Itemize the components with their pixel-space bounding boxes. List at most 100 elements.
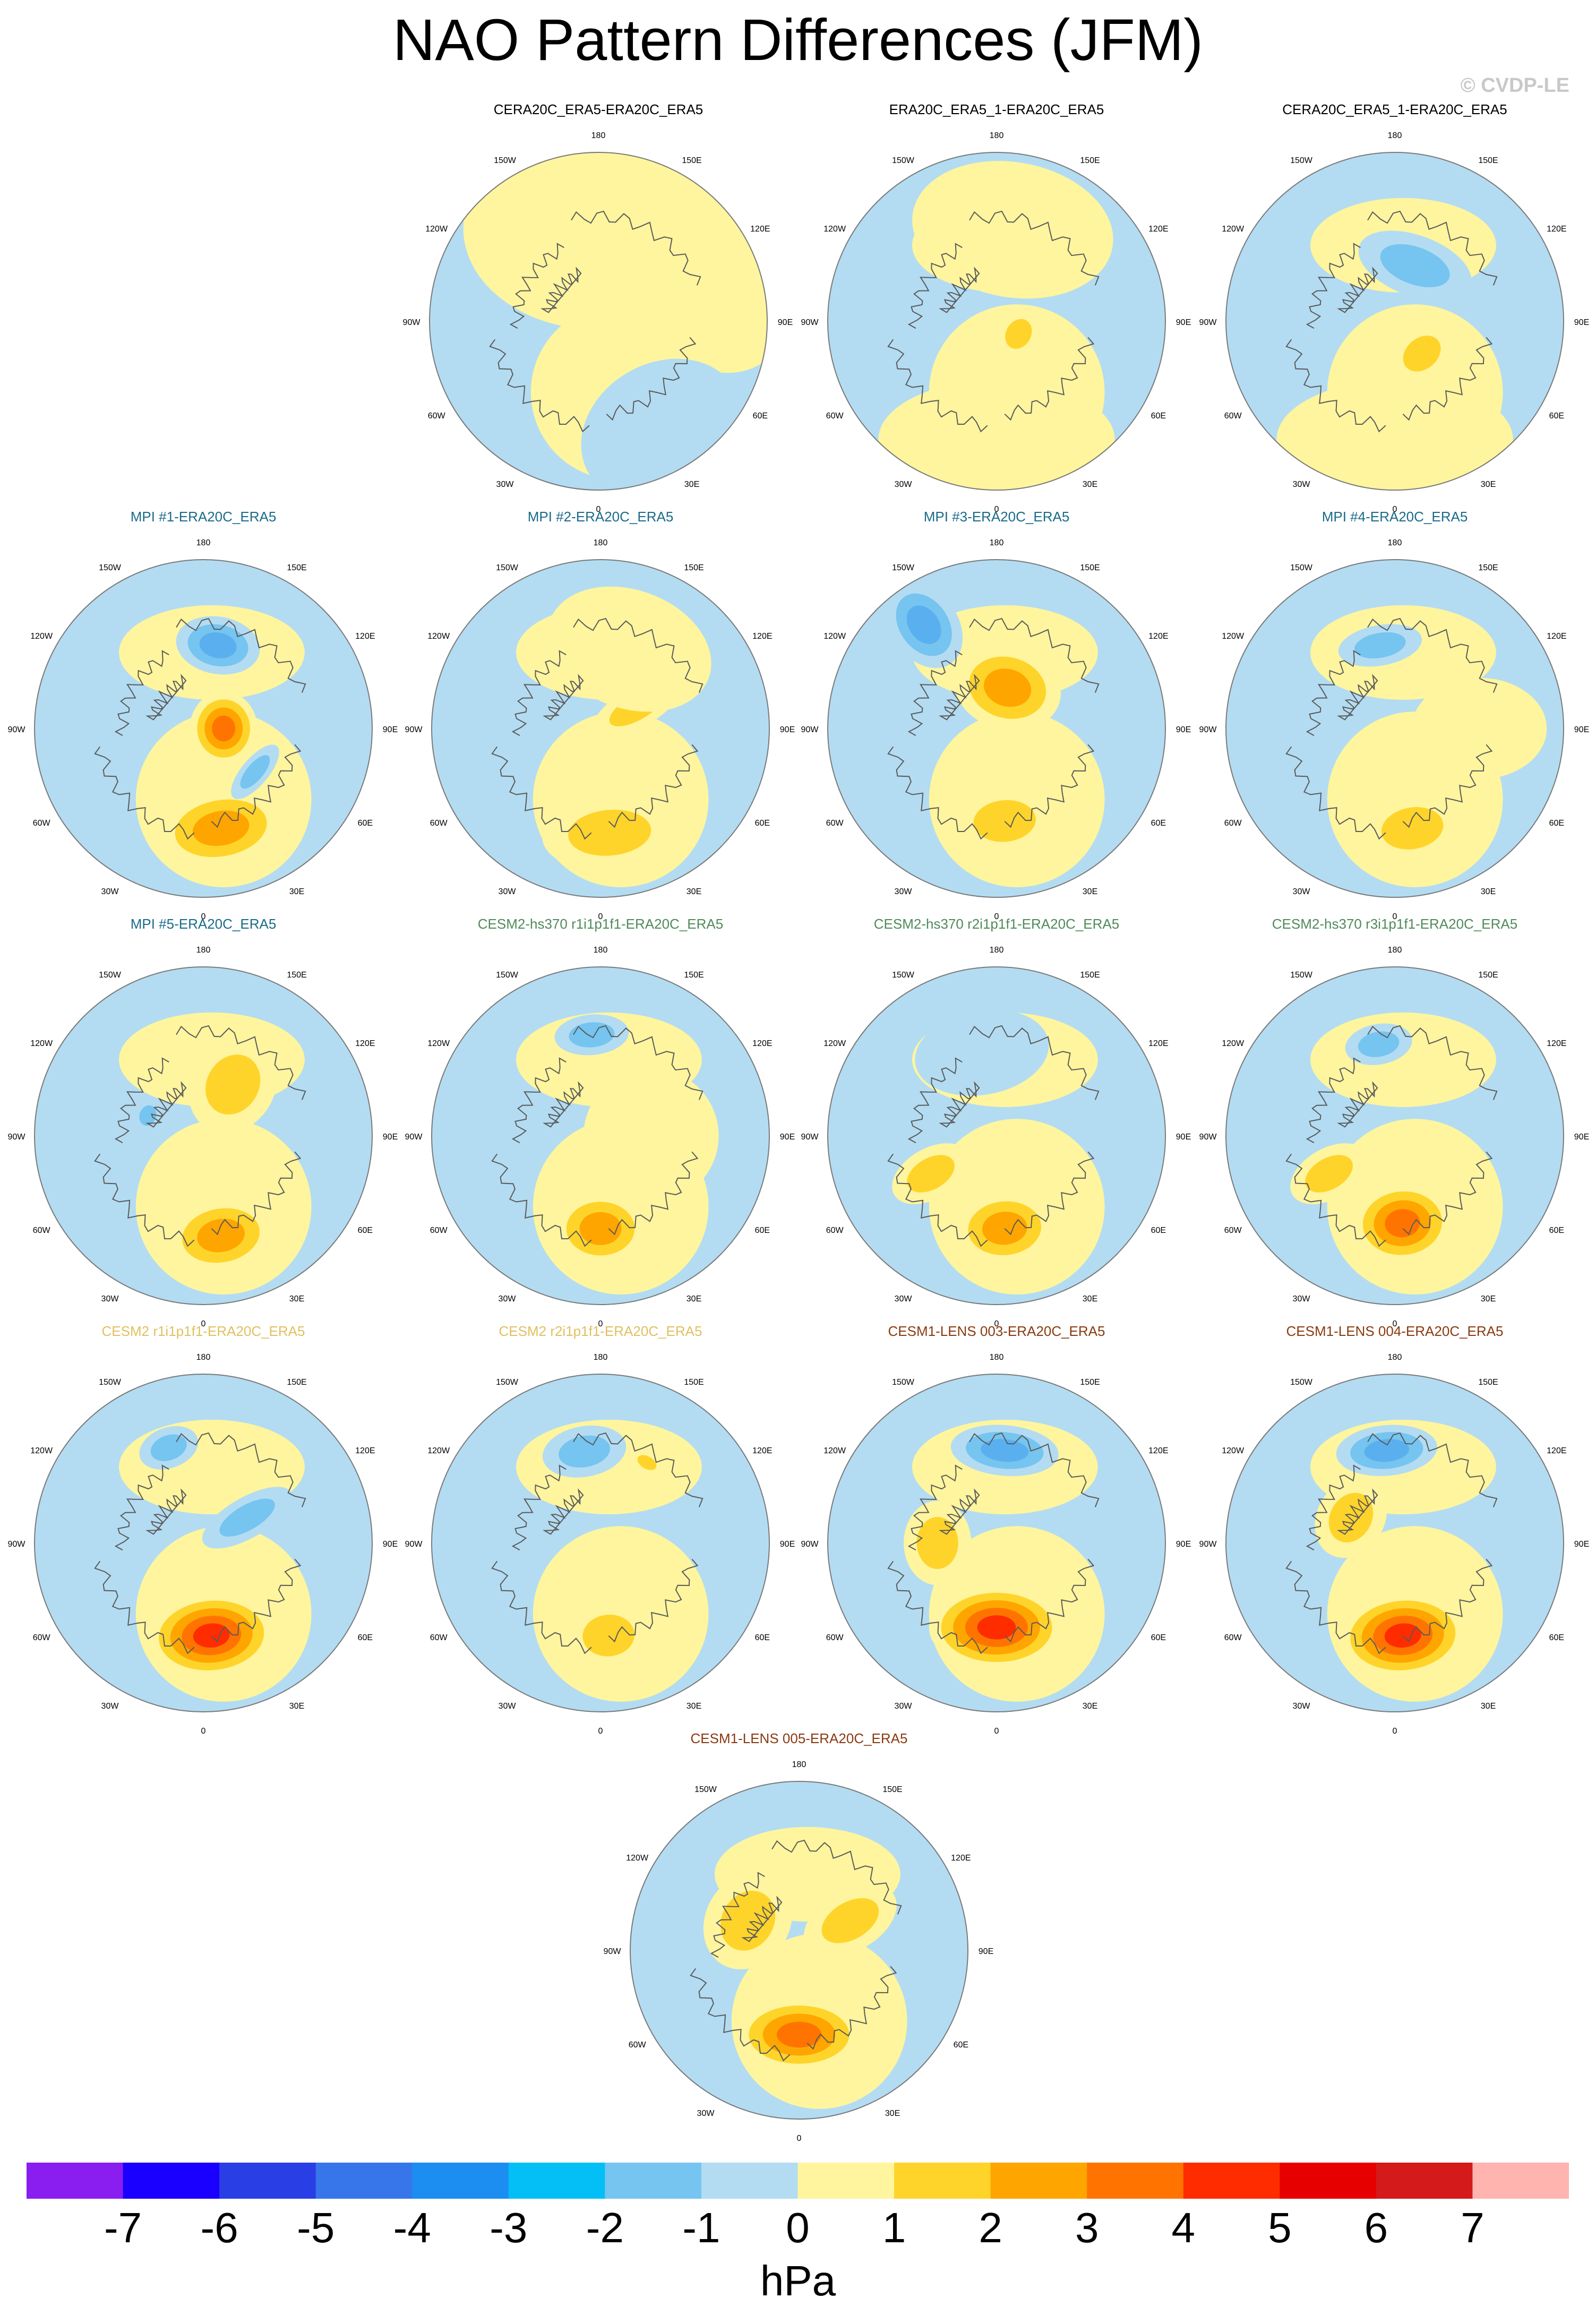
longitude-label: 90W bbox=[403, 318, 421, 327]
colorbar-segment bbox=[123, 2163, 220, 2199]
background-positive-region bbox=[1310, 1012, 1496, 1107]
anomaly-contour bbox=[1403, 336, 1441, 372]
colorbar bbox=[27, 2163, 1569, 2199]
longitude-label: 150E bbox=[684, 1378, 703, 1387]
longitude-label: 180 bbox=[594, 1353, 608, 1362]
anomaly-contour bbox=[907, 1155, 955, 1193]
colorbar-segment bbox=[219, 2163, 316, 2199]
longitude-label: 90W bbox=[1199, 1133, 1217, 1142]
longitude-label: 60W bbox=[1224, 1633, 1242, 1642]
longitude-label: 180 bbox=[594, 538, 608, 547]
map-panel: MPI #4-ERA20C_ERA5 180 150E 120E 90E 60E 30E 0 3… bbox=[1199, 509, 1590, 921]
anomaly-contour bbox=[192, 810, 250, 846]
longitude-label: 150E bbox=[1478, 156, 1498, 165]
longitude-label: 120E bbox=[1547, 1039, 1566, 1048]
longitude-label: 60E bbox=[1549, 1226, 1564, 1235]
anomaly-contour bbox=[981, 1439, 1029, 1462]
anomaly-contour bbox=[878, 380, 1115, 490]
longitude-label: 120W bbox=[30, 632, 53, 641]
longitude-label: 60E bbox=[954, 2040, 968, 2050]
colorbar-tick-label: -1 bbox=[682, 2204, 720, 2251]
longitude-label: 60E bbox=[1151, 1226, 1166, 1235]
colorbar-segment bbox=[508, 2163, 605, 2199]
longitude-label: 60W bbox=[33, 819, 51, 828]
longitude-label: 180 bbox=[990, 1353, 1004, 1362]
longitude-label: 150W bbox=[496, 1378, 519, 1387]
longitude-label: 90W bbox=[8, 725, 26, 734]
longitude-label: 60W bbox=[33, 1633, 51, 1642]
longitude-label: 150W bbox=[694, 1785, 717, 1794]
longitude-label: 60E bbox=[753, 411, 768, 421]
figure-title: NAO Pattern Differences (JFM) bbox=[392, 7, 1204, 73]
longitude-label: 120E bbox=[1148, 225, 1168, 234]
map-boundary bbox=[1225, 152, 1564, 491]
longitude-label: 90E bbox=[780, 725, 795, 734]
anomaly-contour bbox=[916, 1517, 958, 1569]
longitude-label: 30E bbox=[1481, 1702, 1496, 1711]
longitude-label: 150E bbox=[287, 971, 306, 980]
colorbar-segment bbox=[1280, 2163, 1377, 2199]
anomaly-contour bbox=[906, 605, 941, 644]
panel-title: CESM2 r1i1p1f1-ERA20C_ERA5 bbox=[102, 1323, 305, 1339]
colorbar-tick-label: 7 bbox=[1461, 2204, 1485, 2251]
longitude-label: 150W bbox=[496, 971, 519, 980]
longitude-label: 150E bbox=[1478, 1378, 1498, 1387]
anomaly-contour bbox=[1385, 1209, 1420, 1238]
longitude-label: 90E bbox=[1176, 1133, 1191, 1142]
map-panel: CESM1-LENS 004-ERA20C_ERA5 180 150E 120E 90E… bbox=[1199, 1323, 1590, 1736]
map-boundary bbox=[1225, 966, 1564, 1305]
map-panel: CERA20C_ERA5-ERA20C_ERA5 180 150E 120E 90E 60… bbox=[403, 101, 793, 514]
panel-title: CESM1-LENS 003-ERA20C_ERA5 bbox=[888, 1323, 1105, 1339]
longitude-label: 30W bbox=[895, 1294, 913, 1304]
longitude-label: 120W bbox=[823, 632, 846, 641]
longitude-label: 60E bbox=[755, 1226, 770, 1235]
map-boundary bbox=[34, 1374, 373, 1712]
colorbar-tick-label: -5 bbox=[297, 2204, 335, 2251]
colorbar-tick-label: -3 bbox=[490, 2204, 528, 2251]
longitude-label: 180 bbox=[1388, 538, 1402, 547]
longitude-label: 180 bbox=[196, 946, 211, 955]
longitude-label: 60W bbox=[826, 1633, 844, 1642]
colorbar-tick-label: 6 bbox=[1364, 2204, 1388, 2251]
anomaly-contour bbox=[1005, 319, 1032, 349]
anomaly-contour bbox=[582, 1615, 635, 1657]
coastline bbox=[94, 1432, 306, 1654]
map-boundary bbox=[827, 559, 1166, 898]
longitude-label: 120W bbox=[1222, 225, 1245, 234]
map-panel: MPI #3-ERA20C_ERA5 180 150E 120E 90E 60E 30E 0 3… bbox=[801, 509, 1191, 921]
longitude-label: 30E bbox=[687, 1702, 701, 1711]
map-panel: CERA20C_ERA5_1-ERA20C_ERA5 180 150E 120E 90E… bbox=[1199, 101, 1590, 514]
longitude-label: 120E bbox=[752, 1446, 772, 1455]
map-panel: CESM2-hs370 r3i1p1f1-ERA20C_ERA5 180 150E 1… bbox=[1199, 916, 1590, 1328]
map-boundary bbox=[34, 559, 373, 898]
longitude-label: 30W bbox=[1293, 887, 1311, 896]
longitude-label: 150W bbox=[1290, 1378, 1313, 1387]
longitude-label: 120E bbox=[1547, 1446, 1566, 1455]
longitude-label: 120E bbox=[1148, 632, 1168, 641]
longitude-label: 120W bbox=[626, 1854, 649, 1863]
map-panel: ERA20C_ERA5_1-ERA20C_ERA5 180 150E 120E 90E 6… bbox=[801, 101, 1191, 514]
anomaly-contour bbox=[1381, 807, 1444, 850]
panel-title: MPI #2-ERA20C_ERA5 bbox=[528, 509, 674, 525]
panel-title: CESM2-hs370 r3i1p1f1-ERA20C_ERA5 bbox=[1272, 916, 1517, 932]
longitude-label: 180 bbox=[792, 1760, 806, 1769]
coastline bbox=[887, 1025, 1100, 1247]
longitude-label: 30E bbox=[687, 1294, 701, 1304]
anomaly-contour bbox=[1411, 678, 1547, 779]
longitude-label: 30E bbox=[289, 887, 304, 896]
longitude-label: 120W bbox=[427, 1446, 450, 1455]
longitude-label: 30W bbox=[1293, 1294, 1311, 1304]
longitude-label: 120E bbox=[1547, 632, 1566, 641]
map-boundary bbox=[431, 559, 770, 898]
longitude-label: 90W bbox=[405, 1133, 423, 1142]
longitude-label: 120E bbox=[355, 632, 375, 641]
longitude-label: 120E bbox=[951, 1854, 971, 1863]
anomaly-contour bbox=[1358, 1031, 1400, 1057]
panel-title: CERA20C_ERA5-ERA20C_ERA5 bbox=[494, 101, 703, 117]
longitude-label: 150W bbox=[1290, 156, 1313, 165]
longitude-label: 30E bbox=[885, 2109, 900, 2118]
anomaly-contour bbox=[240, 755, 270, 789]
longitude-label: 180 bbox=[1388, 131, 1402, 140]
longitude-label: 120W bbox=[1222, 632, 1245, 641]
